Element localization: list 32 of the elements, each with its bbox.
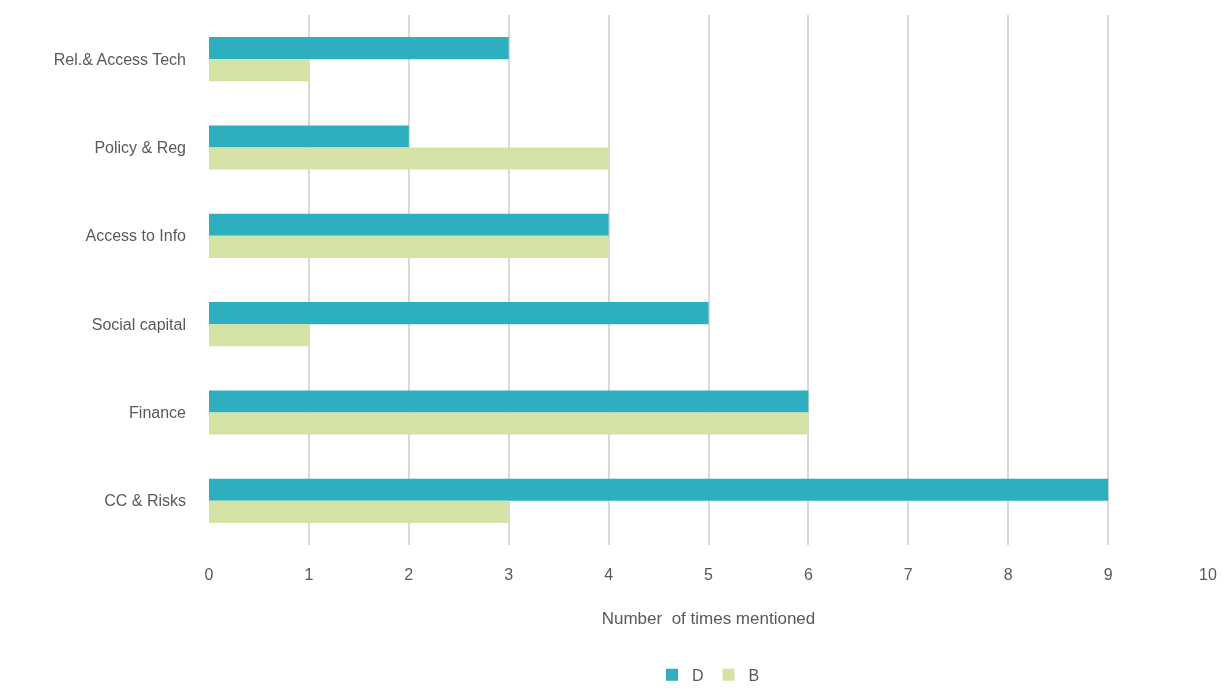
x-tick-label: 5 — [704, 566, 714, 583]
y-tick-label: Access to Info — [85, 227, 187, 245]
bar — [209, 478, 1109, 501]
bar — [209, 324, 309, 347]
x-tick-label: 4 — [604, 566, 614, 583]
legend-label: D — [692, 666, 704, 684]
bar — [209, 59, 309, 82]
x-tick-label: 1 — [304, 566, 314, 583]
x-tick-label: 6 — [803, 566, 813, 583]
x-tick-label: 8 — [1003, 566, 1013, 583]
y-tick-label: Finance — [129, 404, 187, 422]
bar — [209, 500, 509, 523]
legend-label: B — [748, 666, 760, 684]
bar — [209, 235, 609, 258]
x-tick-label: 2 — [404, 566, 414, 583]
x-tick-label: 7 — [903, 566, 913, 583]
bar — [209, 390, 809, 413]
bar — [209, 125, 409, 148]
x-axis-title: Number of times mentioned — [601, 609, 816, 629]
bar — [209, 213, 609, 236]
x-tick-label: 0 — [204, 566, 214, 583]
y-tick-label: Social capital — [91, 315, 186, 333]
y-tick-label: Policy & Reg — [94, 139, 186, 157]
bar — [209, 147, 609, 170]
y-tick-label: Rel.& Access Tech — [53, 50, 186, 68]
bar — [209, 37, 509, 60]
bar — [209, 302, 709, 325]
y-tick-label: CC & Risks — [104, 492, 186, 510]
x-tick-label: 10 — [1199, 566, 1217, 583]
x-tick-label: 3 — [504, 566, 514, 583]
x-tick-label: 9 — [1103, 566, 1113, 583]
bar — [209, 412, 809, 435]
